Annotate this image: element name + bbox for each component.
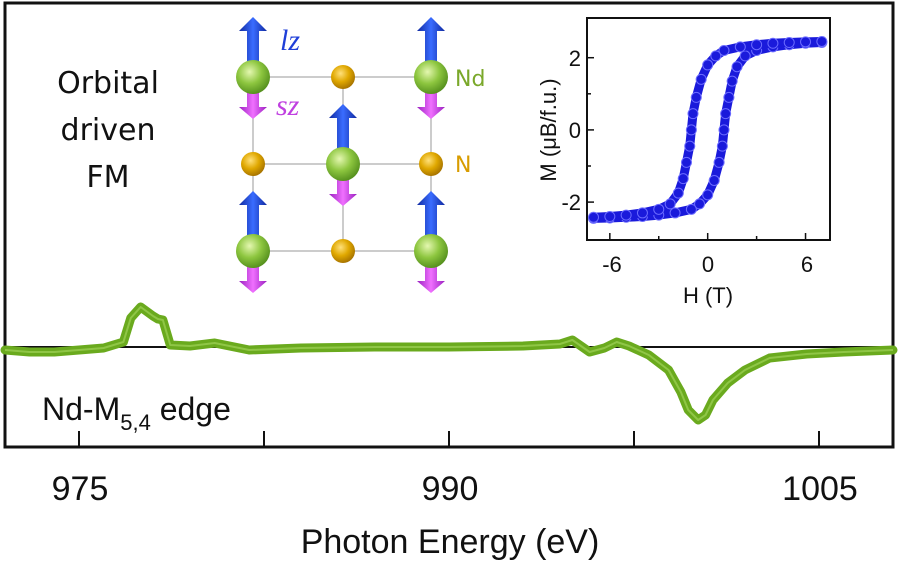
hysteresis-marker: [685, 203, 697, 215]
hysteresis-marker: [702, 189, 714, 201]
nd-label: Nd: [455, 67, 485, 92]
sz-arrow-icon: [417, 261, 445, 293]
hysteresis-marker: [695, 73, 707, 85]
edge-label-subscript: 5,4: [120, 410, 151, 435]
hysteresis-marker: [739, 50, 751, 62]
hysteresis-marker: [690, 91, 702, 103]
hysteresis-marker: [680, 156, 692, 168]
hysteresis-marker: [783, 37, 795, 49]
inset-x-tick-label: -6: [602, 252, 622, 277]
nd-atom: [236, 234, 270, 268]
hysteresis-marker: [694, 198, 706, 210]
inset-y-tick-label: 0: [569, 118, 581, 143]
inset-y-tick-label: 2: [569, 46, 581, 71]
hysteresis-marker: [720, 108, 732, 120]
hysteresis-marker: [731, 61, 743, 73]
spectrum-highlight: [4, 306, 894, 421]
hysteresis-marker: [713, 156, 725, 168]
lattice-diagram: [236, 17, 448, 293]
hysteresis-marker: [636, 207, 648, 219]
lz-arrow-icon: [417, 191, 445, 239]
n-atom: [331, 239, 355, 263]
lz-arrow-icon: [329, 104, 357, 152]
inset-y-tick-label: -2: [561, 190, 581, 215]
hysteresis-marker: [710, 50, 722, 62]
inset-frame: [586, 17, 831, 241]
hysteresis-marker: [672, 187, 684, 199]
n-atom: [241, 152, 265, 176]
edge-label: Nd-M5,4 edge: [42, 391, 231, 435]
hysteresis-marker: [726, 75, 738, 87]
sz-label: sz: [276, 89, 300, 122]
hysteresis-marker: [588, 211, 600, 223]
sz-arrow-icon: [329, 174, 357, 206]
hysteresis-marker: [653, 203, 665, 215]
hysteresis-marker: [677, 173, 689, 185]
inset-axis-ticks: [587, 56, 807, 240]
annotation-line-2: driven: [61, 113, 156, 148]
hysteresis-marker: [684, 140, 696, 152]
edge-label-rest: edge: [151, 391, 231, 427]
hysteresis-marker: [604, 211, 616, 223]
hysteresis-marker: [718, 124, 730, 136]
lz-arrow-icon: [239, 191, 267, 239]
hysteresis-marker: [664, 198, 676, 210]
hysteresis-marker: [669, 207, 681, 219]
hysteresis-marker: [685, 124, 697, 136]
xmcd-spectrum-series: [0, 302, 898, 425]
n-atom: [419, 152, 443, 176]
hysteresis-marker: [716, 140, 728, 152]
nd-atom: [414, 234, 448, 268]
lz-arrow-icon: [239, 17, 267, 65]
inset-x-axis-label: H (T): [683, 283, 733, 308]
x-axis-label: Photon Energy (eV): [301, 523, 600, 561]
nd-atom: [236, 60, 270, 94]
x-tick-label-975: 975: [52, 470, 109, 508]
x-tick-label-990: 990: [422, 470, 479, 508]
hysteresis-marker: [718, 44, 730, 56]
sz-arrow-icon: [239, 87, 267, 119]
hysteresis-marker: [687, 108, 699, 120]
x-axis-ticks: [78, 431, 820, 447]
n-atom: [331, 65, 355, 89]
lz-arrow-icon: [417, 17, 445, 65]
x-tick-label-1005: 1005: [782, 470, 858, 508]
hysteresis-marker: [702, 59, 714, 71]
hysteresis-marker: [723, 91, 735, 103]
hysteresis-loop-series: [588, 35, 828, 224]
nd-atom: [326, 147, 360, 181]
hysteresis-marker: [767, 37, 779, 49]
sz-arrow-icon: [239, 261, 267, 293]
inset-tick-labels: -6 0 6 -2 0 2: [561, 46, 813, 277]
nd-atom: [414, 60, 448, 94]
inset-y-axis-label: M (μB/f.u.): [536, 78, 561, 181]
inset-x-tick-label: 6: [801, 252, 813, 277]
hysteresis-marker: [734, 41, 746, 53]
x-tick-labels: 975 990 1005: [52, 470, 858, 508]
hysteresis-marker: [708, 174, 720, 186]
hysteresis-marker: [751, 39, 763, 51]
edge-label-main: Nd-M: [42, 391, 120, 427]
annotation-line-3: FM: [86, 160, 129, 195]
sz-arrow-icon: [417, 87, 445, 119]
hysteresis-marker: [816, 35, 828, 47]
lz-label: lz: [280, 24, 300, 57]
n-label: N: [455, 153, 471, 178]
hysteresis-marker: [800, 36, 812, 48]
inset-x-tick-label: 0: [702, 252, 714, 277]
annotation-line-1: Orbital: [57, 66, 159, 101]
title-annotation: Orbital driven FM: [57, 66, 159, 195]
hysteresis-marker: [620, 209, 632, 221]
